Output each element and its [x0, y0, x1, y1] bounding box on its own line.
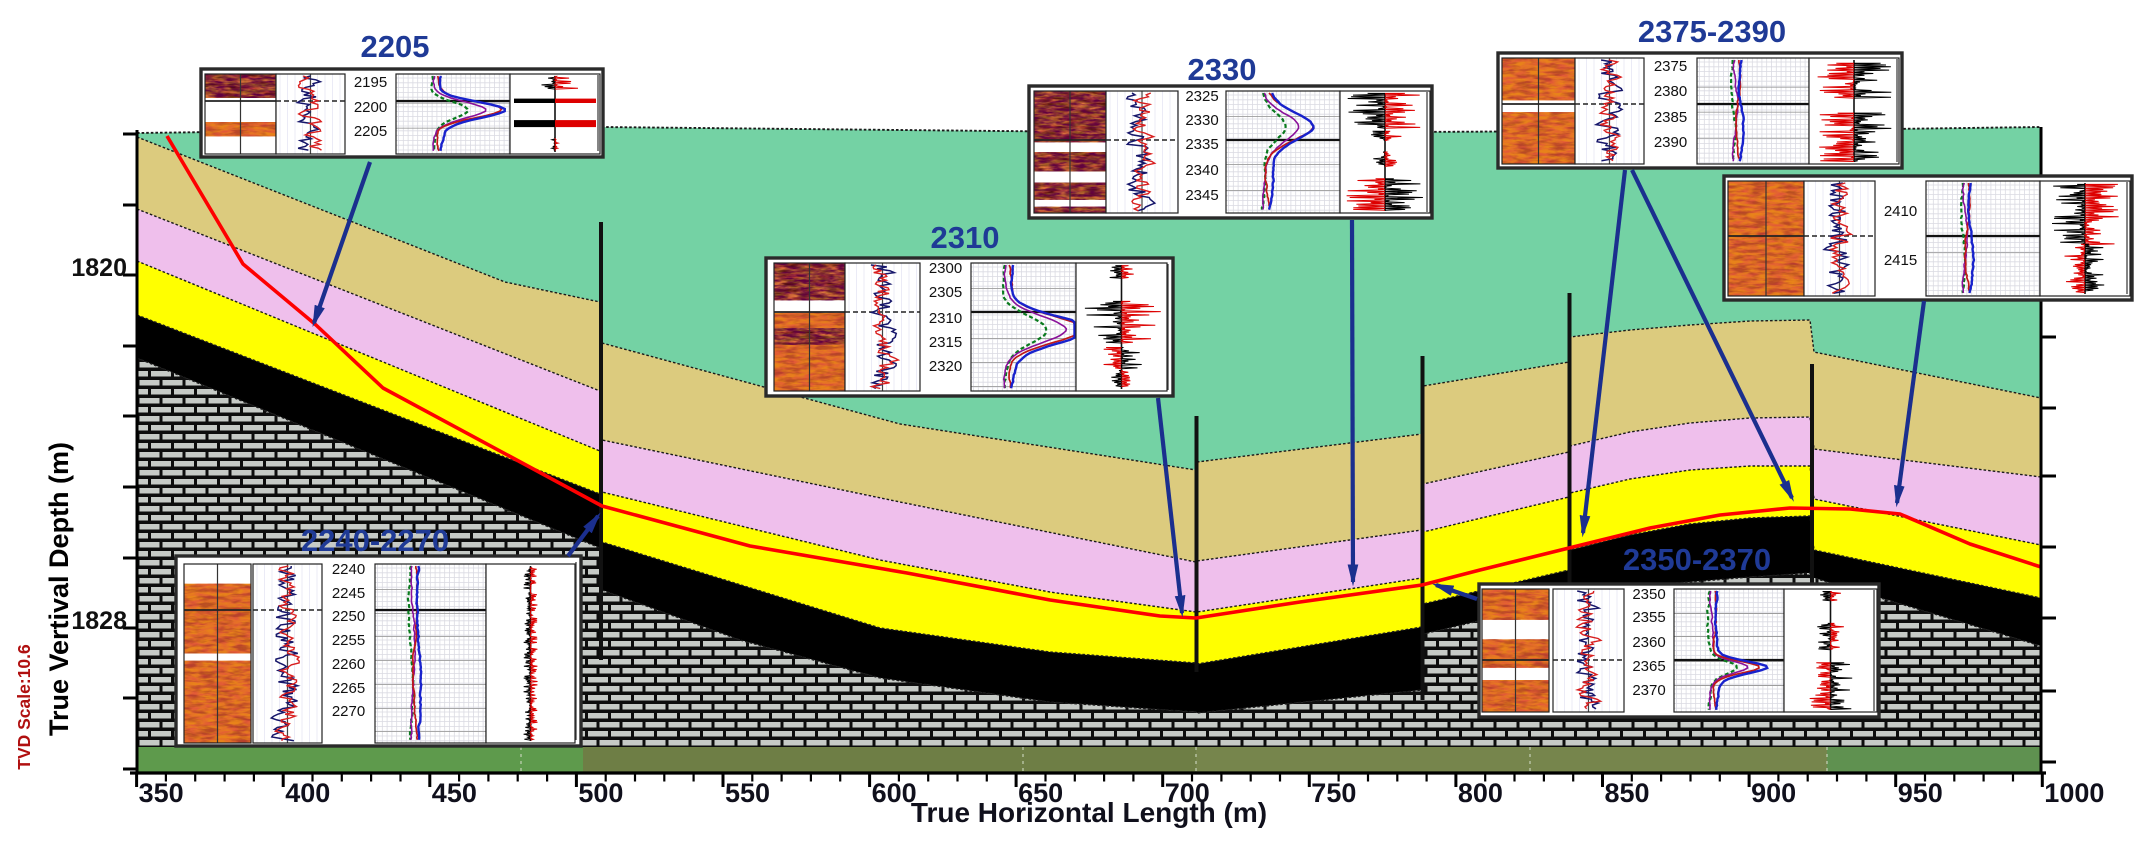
svg-text:2310: 2310	[931, 220, 1000, 255]
svg-text:700: 700	[1165, 778, 1210, 808]
svg-text:650: 650	[1018, 778, 1063, 808]
svg-text:900: 900	[1751, 778, 1796, 808]
svg-text:2300: 2300	[929, 260, 962, 277]
svg-text:2350-2370: 2350-2370	[1623, 542, 1771, 577]
svg-text:950: 950	[1898, 778, 1943, 808]
svg-text:2205: 2205	[361, 29, 430, 64]
svg-text:2205: 2205	[354, 123, 387, 140]
svg-text:1828: 1828	[71, 607, 127, 635]
svg-text:2355: 2355	[1632, 609, 1665, 626]
svg-text:2260: 2260	[332, 656, 365, 673]
svg-text:2305: 2305	[929, 284, 962, 301]
svg-text:2330: 2330	[1188, 52, 1257, 87]
svg-text:2200: 2200	[354, 99, 387, 116]
svg-text:750: 750	[1311, 778, 1356, 808]
svg-text:TVD Scale:10.6: TVD Scale:10.6	[14, 644, 34, 770]
svg-text:2375-2390: 2375-2390	[1638, 14, 1786, 49]
svg-text:2255: 2255	[332, 632, 365, 649]
svg-text:2415: 2415	[1884, 252, 1917, 269]
svg-text:550: 550	[725, 778, 770, 808]
svg-text:2315: 2315	[929, 334, 962, 351]
svg-text:2340: 2340	[1185, 162, 1218, 179]
svg-text:2375: 2375	[1654, 58, 1687, 75]
svg-text:2365: 2365	[1632, 658, 1665, 675]
svg-text:2195: 2195	[354, 74, 387, 91]
svg-text:2270: 2270	[332, 703, 365, 720]
svg-text:400: 400	[285, 778, 330, 808]
svg-text:2330: 2330	[1185, 112, 1218, 129]
svg-text:2410: 2410	[1884, 203, 1917, 220]
svg-text:2240: 2240	[332, 561, 365, 578]
svg-text:2370: 2370	[1632, 682, 1665, 699]
svg-text:2325: 2325	[1185, 88, 1218, 105]
svg-text:2345: 2345	[1185, 187, 1218, 204]
svg-text:2265: 2265	[332, 680, 365, 697]
svg-text:2320: 2320	[929, 358, 962, 375]
svg-text:2385: 2385	[1654, 109, 1687, 126]
svg-text:600: 600	[872, 778, 917, 808]
svg-text:2310: 2310	[929, 310, 962, 327]
svg-text:2380: 2380	[1654, 83, 1687, 100]
svg-text:2250: 2250	[332, 608, 365, 625]
svg-text:1000: 1000	[2044, 778, 2104, 808]
svg-text:350: 350	[139, 778, 184, 808]
svg-text:True Horizontal Length (m): True Horizontal Length (m)	[911, 797, 1267, 828]
svg-text:2390: 2390	[1654, 134, 1687, 151]
svg-text:2350: 2350	[1632, 586, 1665, 603]
svg-text:500: 500	[578, 778, 623, 808]
svg-text:2245: 2245	[332, 585, 365, 602]
svg-text:800: 800	[1458, 778, 1503, 808]
svg-text:450: 450	[432, 778, 477, 808]
svg-text:2360: 2360	[1632, 634, 1665, 651]
svg-text:2240-2270: 2240-2270	[301, 523, 449, 558]
svg-text:2335: 2335	[1185, 136, 1218, 153]
svg-text:850: 850	[1605, 778, 1650, 808]
svg-text:1820: 1820	[71, 254, 127, 282]
svg-text:True Vertival Depth (m): True Vertival Depth (m)	[44, 442, 74, 736]
